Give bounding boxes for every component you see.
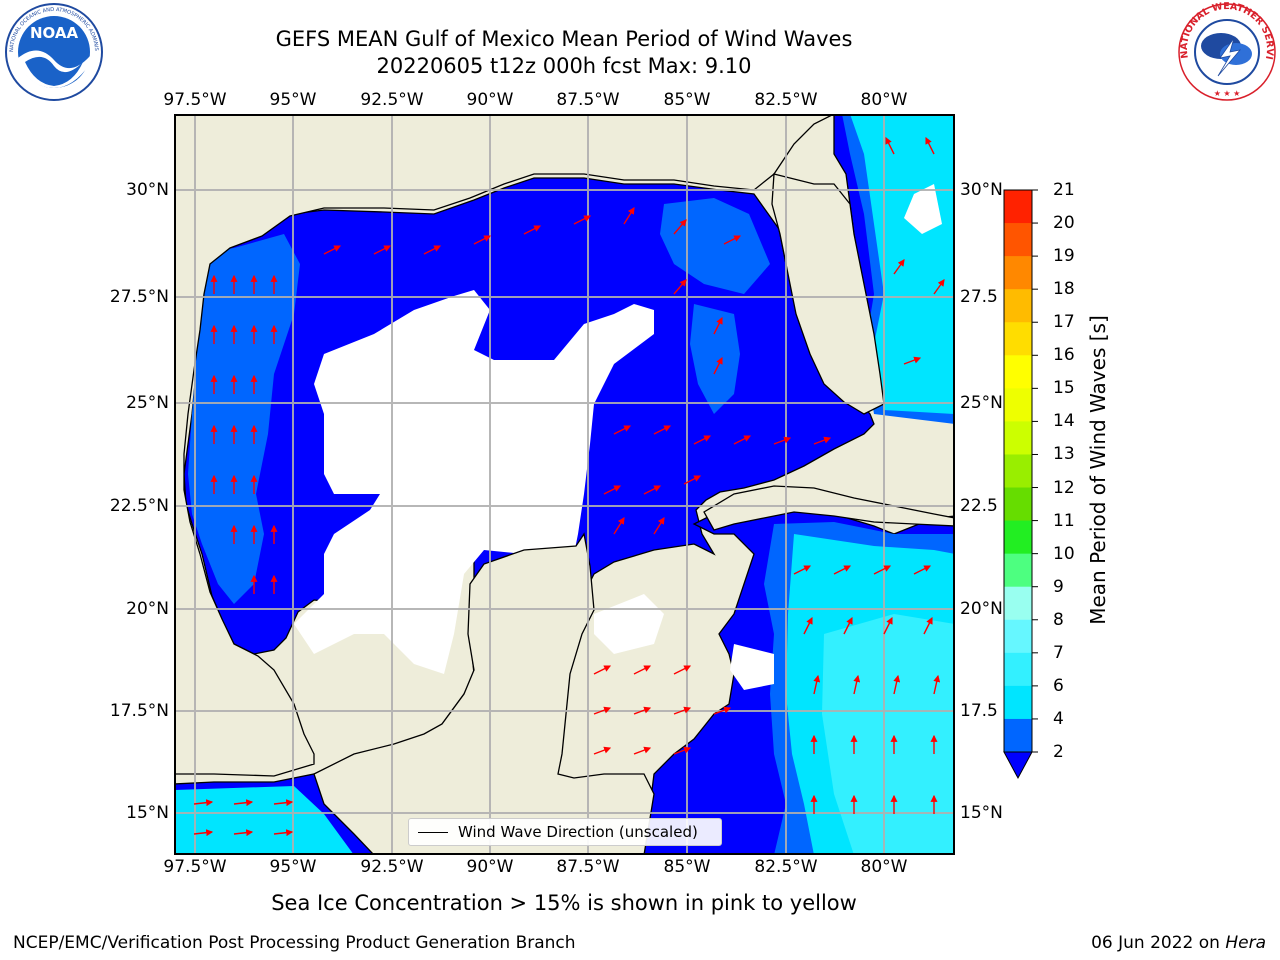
colorbar-tick-label: 2 [1053,742,1064,762]
colorbar-bin [1004,223,1032,257]
colorbar-tick-label: 21 [1053,180,1075,200]
legend-label: Wind Wave Direction (unscaled) [458,823,698,841]
lat-tick-right: 22.5 [960,496,998,516]
lon-tick-top: 80°W [860,90,908,110]
calm-zone-central [294,290,654,674]
map-legend: Wind Wave Direction (unscaled) [408,818,722,846]
lat-tick-left: 25°N [126,393,169,413]
calm-zone-south [730,644,774,690]
colorbar-bin [1004,454,1032,489]
colorbar-bin [1004,520,1032,555]
colorbar-bin [1004,388,1032,422]
colorbar-tick-label: 7 [1053,642,1064,663]
lat-tick-left: 20°N [126,599,169,619]
colorbar-tick-label: 11 [1053,510,1075,531]
period-4-6-loop [690,304,740,414]
footer-host: Hera [1225,933,1266,953]
colorbar [1003,189,1038,780]
colorbar-frame [1003,189,1033,753]
lon-tick-top: 97.5°W [163,90,227,110]
lat-tick-right: 15°N [960,803,1003,823]
footer-date-text: 06 Jun 2022 on [1091,933,1226,953]
colorbar-tick-label: 18 [1053,279,1075,300]
lat-tick-left: 22.5°N [109,496,169,516]
calm-zone-east [904,184,942,234]
graticule [175,115,954,854]
map-title: GEFS MEAN Gulf of Mexico Mean Period of … [275,27,853,51]
lon-tick-bottom: 90°W [466,857,514,877]
colorbar-under-triangle [1003,751,1033,780]
colorbar-bin [1004,355,1032,389]
noaa-logo-text: NOAA [30,24,79,42]
noaa-logo: NOAA NATIONAL OCEANIC AND ATMOSPHERIC AD… [3,2,103,101]
colorbar-bin [1004,322,1032,356]
colorbar-tick-label: 16 [1053,345,1075,366]
lat-tick-right: 27.5 [960,287,998,307]
colorbar-tick-label: 13 [1053,444,1075,465]
lat-tick-left: 27.5°N [109,287,169,307]
lon-tick-top: 90°W [466,90,514,110]
nws-logo: NATIONAL WEATHER SERVICE ★ ★ ★ [1176,2,1276,101]
lon-tick-bottom: 92.5°W [360,857,424,877]
colorbar-tick-label: 9 [1053,576,1064,597]
lat-tick-left: 30°N [126,180,169,200]
lat-tick-right: 30°N [960,180,1003,200]
footer-producer: NCEP/EMC/Verification Post Processing Pr… [13,933,576,953]
lon-tick-bottom: 87.5°W [556,857,620,877]
colorbar-bin [1004,652,1032,687]
land-cuba [703,485,954,531]
lon-tick-bottom: 97.5°W [163,857,227,877]
footer-date: 06 Jun 2022 on Hera [1091,933,1266,953]
colorbar-bin [1004,685,1032,720]
wind-wave-arrows [193,136,945,837]
colorbar-label: Mean Period of Wind Waves [s] [1086,315,1110,625]
colorbar-bin [1004,718,1032,753]
lat-tick-right: 20°N [960,599,1003,619]
lon-tick-top: 92.5°W [360,90,424,110]
colorbar-bin [1004,487,1032,522]
sea-ice-note: Sea Ice Concentration > 15% is shown in … [271,891,857,915]
colorbar-tick-label: 14 [1053,411,1075,432]
colorbar-bin [1004,619,1032,654]
colorbar-bin [1004,553,1032,588]
lat-tick-right: 17.5 [960,701,998,721]
wave-period-map [174,114,955,855]
lon-tick-top: 85°W [663,90,711,110]
colorbar-tick-label: 8 [1053,609,1064,630]
colorbar-tick-label: 20 [1053,213,1075,234]
lon-tick-top: 87.5°W [556,90,620,110]
lon-tick-bottom: 85°W [663,857,711,877]
lon-tick-bottom: 95°W [269,857,317,877]
lon-tick-top: 95°W [269,90,317,110]
colorbar-bin [1004,289,1032,323]
period-7-8-pacific [175,786,354,854]
period-7-8 [822,614,954,854]
lon-tick-bottom: 82.5°W [754,857,818,877]
colorbar-tick-label: 15 [1053,378,1075,399]
colorbar-tick-label: 4 [1053,708,1064,729]
legend-line-swatch [418,831,448,833]
colorbar-tick-label: 19 [1053,246,1075,267]
colorbar-bin [1004,190,1032,224]
colorbar-bin [1004,256,1032,290]
lat-tick-right: 25°N [960,393,1003,413]
map-subtitle: 20220605 t12z 000h fcst Max: 9.10 [376,54,752,78]
colorbar-tick-label: 6 [1053,675,1064,696]
lon-tick-top: 82.5°W [754,90,818,110]
colorbar-bin [1004,421,1032,455]
land-yucatan [313,532,655,854]
colorbar-tick-label: 17 [1053,312,1075,333]
lon-tick-bottom: 80°W [860,857,908,877]
colorbar-bin [1004,586,1032,621]
svg-text:★ ★ ★: ★ ★ ★ [1214,89,1241,98]
colorbar-tick-label: 12 [1053,477,1075,498]
lat-tick-left: 15°N [126,803,169,823]
colorbar-tick-label: 10 [1053,543,1075,564]
lat-tick-left: 17.5°N [109,701,169,721]
